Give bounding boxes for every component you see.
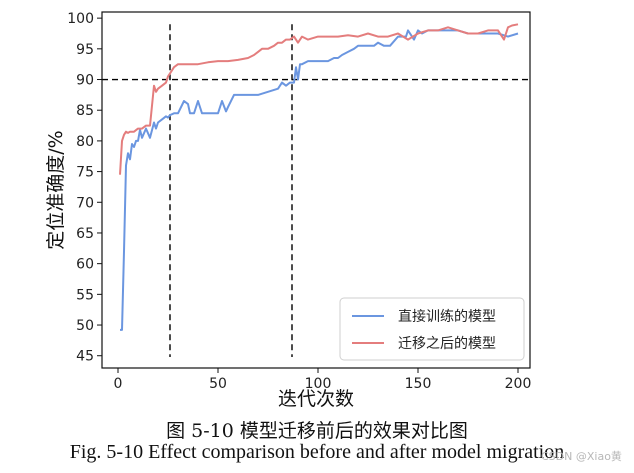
plot-frame <box>101 11 531 369</box>
x-tick-label: 200 <box>505 376 532 392</box>
y-tick-label: 50 <box>76 318 94 334</box>
y-tick-label: 70 <box>76 195 94 211</box>
series-line-direct <box>120 29 519 331</box>
y-tick-label: 95 <box>76 42 94 58</box>
series-lines <box>119 23 519 331</box>
accuracy-line-chart: 0 50 100 150 200 45 50 55 60 65 70 75 80 85 90 95 100 迭… <box>45 11 532 410</box>
y-tick-label: 60 <box>76 257 94 273</box>
series-line-transfer <box>119 23 519 175</box>
x-tick-label: 150 <box>405 376 432 392</box>
y-tick-label: 65 <box>76 226 94 242</box>
y-axis-title: 定位准确度/% <box>45 130 67 249</box>
y-tick-label: 45 <box>76 349 94 365</box>
x-axis-title: 迭代次数 <box>278 388 354 410</box>
x-tick-label: 50 <box>209 376 227 392</box>
y-tick-label: 85 <box>76 103 94 119</box>
y-tick-label: 55 <box>76 287 94 303</box>
y-axis: 45 50 55 60 65 70 75 80 85 90 95 100 <box>67 11 102 365</box>
y-tick-label: 90 <box>76 73 94 89</box>
figure-caption-chinese: 图 5-10 模型迁移前后的效果对比图 <box>166 420 468 442</box>
y-tick-label: 80 <box>76 134 94 150</box>
legend-label-direct: 直接训练的模型 <box>398 308 496 325</box>
x-axis: 0 50 100 150 200 <box>114 368 532 392</box>
y-tick-label: 75 <box>76 165 94 181</box>
x-tick-label: 0 <box>114 376 123 392</box>
legend-box <box>339 297 525 361</box>
watermark: CSDN @Xiao黄 <box>541 450 622 463</box>
legend-label-transfer: 迁移之后的模型 <box>398 336 496 352</box>
reference-lines <box>102 24 530 357</box>
figure-caption-english: Fig. 5-10 Effect comparison before and a… <box>69 441 565 463</box>
y-tick-label: 100 <box>67 11 94 27</box>
legend: 直接训练的模型 迁移之后的模型 <box>339 297 525 361</box>
x-tick-label: 100 <box>305 376 332 392</box>
